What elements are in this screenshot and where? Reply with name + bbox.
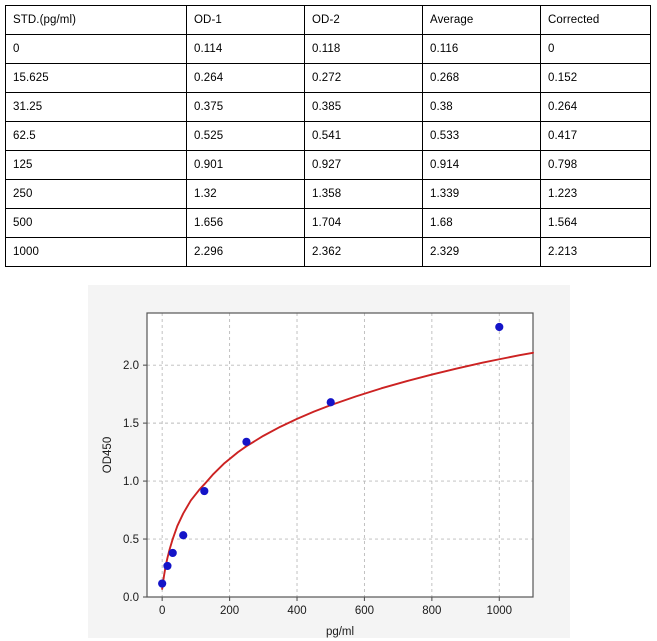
data-point [326,398,335,407]
table-row: 0 0.114 0.118 0.116 0 [5,34,651,64]
standard-curve-data-table: STD.(pg/ml) OD-1 OD-2 Average Corrected … [5,5,651,267]
x-tick-label: 200 [220,605,239,617]
standard-curve-chart: 0 200 400 600 800 1000 0.0 0.5 1.0 1.5 2.0 pg/ml O… [102,312,534,638]
cell-od2: 0.927 [304,150,423,180]
y-tick-label: 1.0 [123,476,139,488]
table-row: 31.25 0.375 0.385 0.38 0.264 [5,92,651,122]
y-axis-label: OD450 [102,437,114,473]
x-tick-label: 800 [422,605,441,617]
y-tick-label: 0.5 [123,534,139,546]
cell-od1: 0.375 [186,92,305,122]
cell-average: 1.339 [422,179,541,209]
cell-std: 500 [5,208,187,238]
cell-average: 0.268 [422,63,541,93]
table-row: 1000 2.296 2.362 2.329 2.213 [5,237,651,267]
table-header-row: STD.(pg/ml) OD-1 OD-2 Average Corrected [5,5,651,35]
cell-corrected: 0.152 [540,63,651,93]
cell-corrected: 0.417 [540,121,651,151]
plot-frame [146,312,534,598]
cell-od1: 1.656 [186,208,305,238]
cell-std: 0 [5,34,187,64]
cell-od2: 2.362 [304,237,423,267]
data-point [495,322,504,332]
cell-od2: 0.541 [304,121,423,151]
column-header-corrected: Corrected [540,5,651,35]
cell-std: 250 [5,179,187,209]
y-tick-label: 2.0 [123,360,139,372]
standard-curve-data-table-container: STD.(pg/ml) OD-1 OD-2 Average Corrected … [5,5,651,267]
x-tick-label: 0 [159,605,165,617]
data-point [200,486,209,496]
plot-background [147,313,533,597]
cell-od2: 0.272 [304,63,423,93]
cell-od1: 0.114 [186,34,305,64]
table-row: 62.5 0.525 0.541 0.533 0.417 [5,121,651,151]
cell-corrected: 2.213 [540,237,651,267]
column-header-od1: OD-1 [186,5,305,35]
column-header-average: Average [422,5,541,35]
table-row: 500 1.656 1.704 1.68 1.564 [5,208,651,238]
cell-od1: 0.264 [186,63,305,93]
cell-average: 0.38 [422,92,541,122]
cell-average: 0.533 [422,121,541,151]
axis-tick-labels: 0 200 400 600 800 1000 0.0 0.5 1.0 1.5 2.0 [123,360,512,617]
cell-corrected: 1.564 [540,208,651,238]
cell-average: 0.116 [422,34,541,64]
standard-curve-chart-panel: 0 200 400 600 800 1000 0.0 0.5 1.0 1.5 2.0 pg/ml O… [88,285,570,638]
column-header-std: STD.(pg/ml) [5,5,187,35]
cell-corrected: 0.264 [540,92,651,122]
cell-std: 125 [5,150,187,180]
table-row: 250 1.32 1.358 1.339 1.223 [5,179,651,209]
x-tick-label: 600 [355,605,374,617]
data-point [168,548,177,558]
cell-average: 2.329 [422,237,541,267]
cell-od2: 0.118 [304,34,423,64]
tick-marks [143,364,500,601]
cell-std: 15.625 [5,63,187,93]
cell-od1: 1.32 [186,179,305,209]
cell-average: 0.914 [422,150,541,180]
x-tick-label: 1000 [486,605,512,617]
cell-od2: 1.358 [304,179,423,209]
cell-std: 62.5 [5,121,187,151]
data-point [163,561,172,571]
column-header-od2: OD-2 [304,5,423,35]
cell-od2: 1.704 [304,208,423,238]
fitted-curve [161,351,534,590]
x-tick-label: 400 [287,605,306,617]
cell-std: 1000 [5,237,187,267]
x-axis-label: pg/ml [326,626,354,638]
data-point [158,579,167,588]
data-point [242,437,251,446]
data-points [158,322,504,588]
y-tick-label: 0.0 [123,592,139,604]
data-point [179,531,188,540]
cell-od1: 0.901 [186,150,305,180]
table-row: 125 0.901 0.927 0.914 0.798 [5,150,651,180]
fit-curve-path [161,351,534,590]
table-row: 15.625 0.264 0.272 0.268 0.152 [5,63,651,93]
cell-od1: 2.296 [186,237,305,267]
cell-std: 31.25 [5,92,187,122]
cell-od2: 0.385 [304,92,423,122]
cell-corrected: 1.223 [540,179,651,209]
y-tick-label: 1.5 [123,418,139,430]
cell-od1: 0.525 [186,121,305,151]
cell-average: 1.68 [422,208,541,238]
cell-corrected: 0 [540,34,651,64]
cell-corrected: 0.798 [540,150,651,180]
